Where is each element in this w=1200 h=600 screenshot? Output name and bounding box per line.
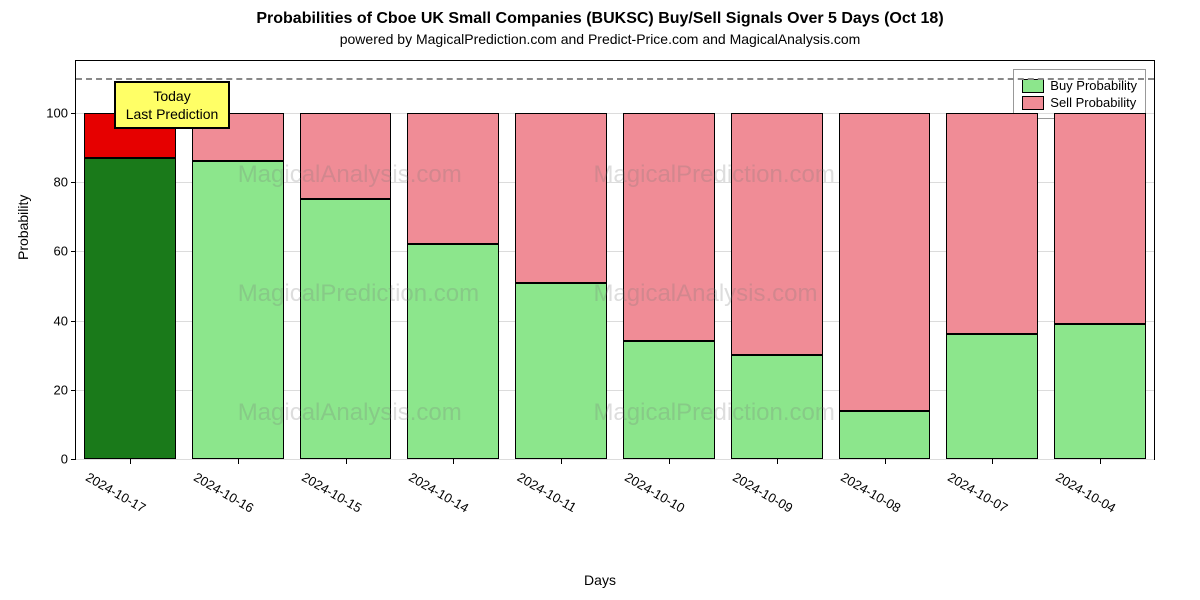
- x-tick-label: 2024-10-16: [191, 459, 262, 516]
- bar-group: [300, 61, 392, 459]
- bar-group: [946, 61, 1038, 459]
- x-tick-mark: [238, 459, 239, 464]
- bar-group: [731, 61, 823, 459]
- bar-group: [515, 61, 607, 459]
- x-tick-mark: [1100, 459, 1101, 464]
- bar-group: [623, 61, 715, 459]
- x-tick-mark: [453, 459, 454, 464]
- x-tick-mark: [130, 459, 131, 464]
- plot-area: Buy ProbabilitySell Probability 02040608…: [75, 60, 1155, 460]
- buy-bar: [192, 161, 284, 459]
- buy-bar: [623, 341, 715, 459]
- chart-title: Probabilities of Cboe UK Small Companies…: [0, 0, 1200, 28]
- x-tick-label: 2024-10-04: [1053, 459, 1124, 516]
- sell-bar: [1054, 113, 1146, 324]
- buy-bar: [84, 158, 176, 459]
- x-axis-label: Days: [584, 572, 616, 588]
- x-tick-label: 2024-10-15: [299, 459, 370, 516]
- chart-container: Probabilities of Cboe UK Small Companies…: [0, 0, 1200, 600]
- x-tick-mark: [669, 459, 670, 464]
- buy-bar: [1054, 324, 1146, 459]
- bar-group: [839, 61, 931, 459]
- bar-group: [1054, 61, 1146, 459]
- y-tick-mark: [71, 459, 76, 460]
- y-tick-mark: [71, 113, 76, 114]
- x-tick-label: 2024-10-10: [622, 459, 693, 516]
- bar-group: [407, 61, 499, 459]
- sell-bar: [946, 113, 1038, 334]
- buy-bar: [731, 355, 823, 459]
- buy-bar: [407, 244, 499, 459]
- chart-subtitle: powered by MagicalPrediction.com and Pre…: [0, 28, 1200, 47]
- y-tick-mark: [71, 182, 76, 183]
- sell-bar: [731, 113, 823, 355]
- today-annotation: TodayLast Prediction: [114, 81, 231, 129]
- x-tick-mark: [561, 459, 562, 464]
- x-tick-mark: [992, 459, 993, 464]
- x-tick-mark: [777, 459, 778, 464]
- x-tick-label: 2024-10-11: [515, 459, 585, 515]
- x-tick-label: 2024-10-17: [83, 459, 154, 516]
- sell-bar: [623, 113, 715, 341]
- x-tick-label: 2024-10-14: [407, 459, 478, 516]
- sell-bar: [839, 113, 931, 411]
- sell-bar: [515, 113, 607, 283]
- x-tick-mark: [885, 459, 886, 464]
- x-tick-label: 2024-10-09: [730, 459, 801, 516]
- buy-bar: [946, 334, 1038, 459]
- y-tick-mark: [71, 390, 76, 391]
- x-tick-label: 2024-10-07: [946, 459, 1017, 516]
- buy-bar: [300, 199, 392, 459]
- x-tick-mark: [346, 459, 347, 464]
- y-tick-mark: [71, 251, 76, 252]
- y-tick-mark: [71, 321, 76, 322]
- buy-bar: [839, 411, 931, 459]
- buy-bar: [515, 283, 607, 460]
- sell-bar: [407, 113, 499, 245]
- sell-bar: [300, 113, 392, 200]
- y-axis-label: Probability: [15, 195, 31, 260]
- x-tick-label: 2024-10-08: [838, 459, 909, 516]
